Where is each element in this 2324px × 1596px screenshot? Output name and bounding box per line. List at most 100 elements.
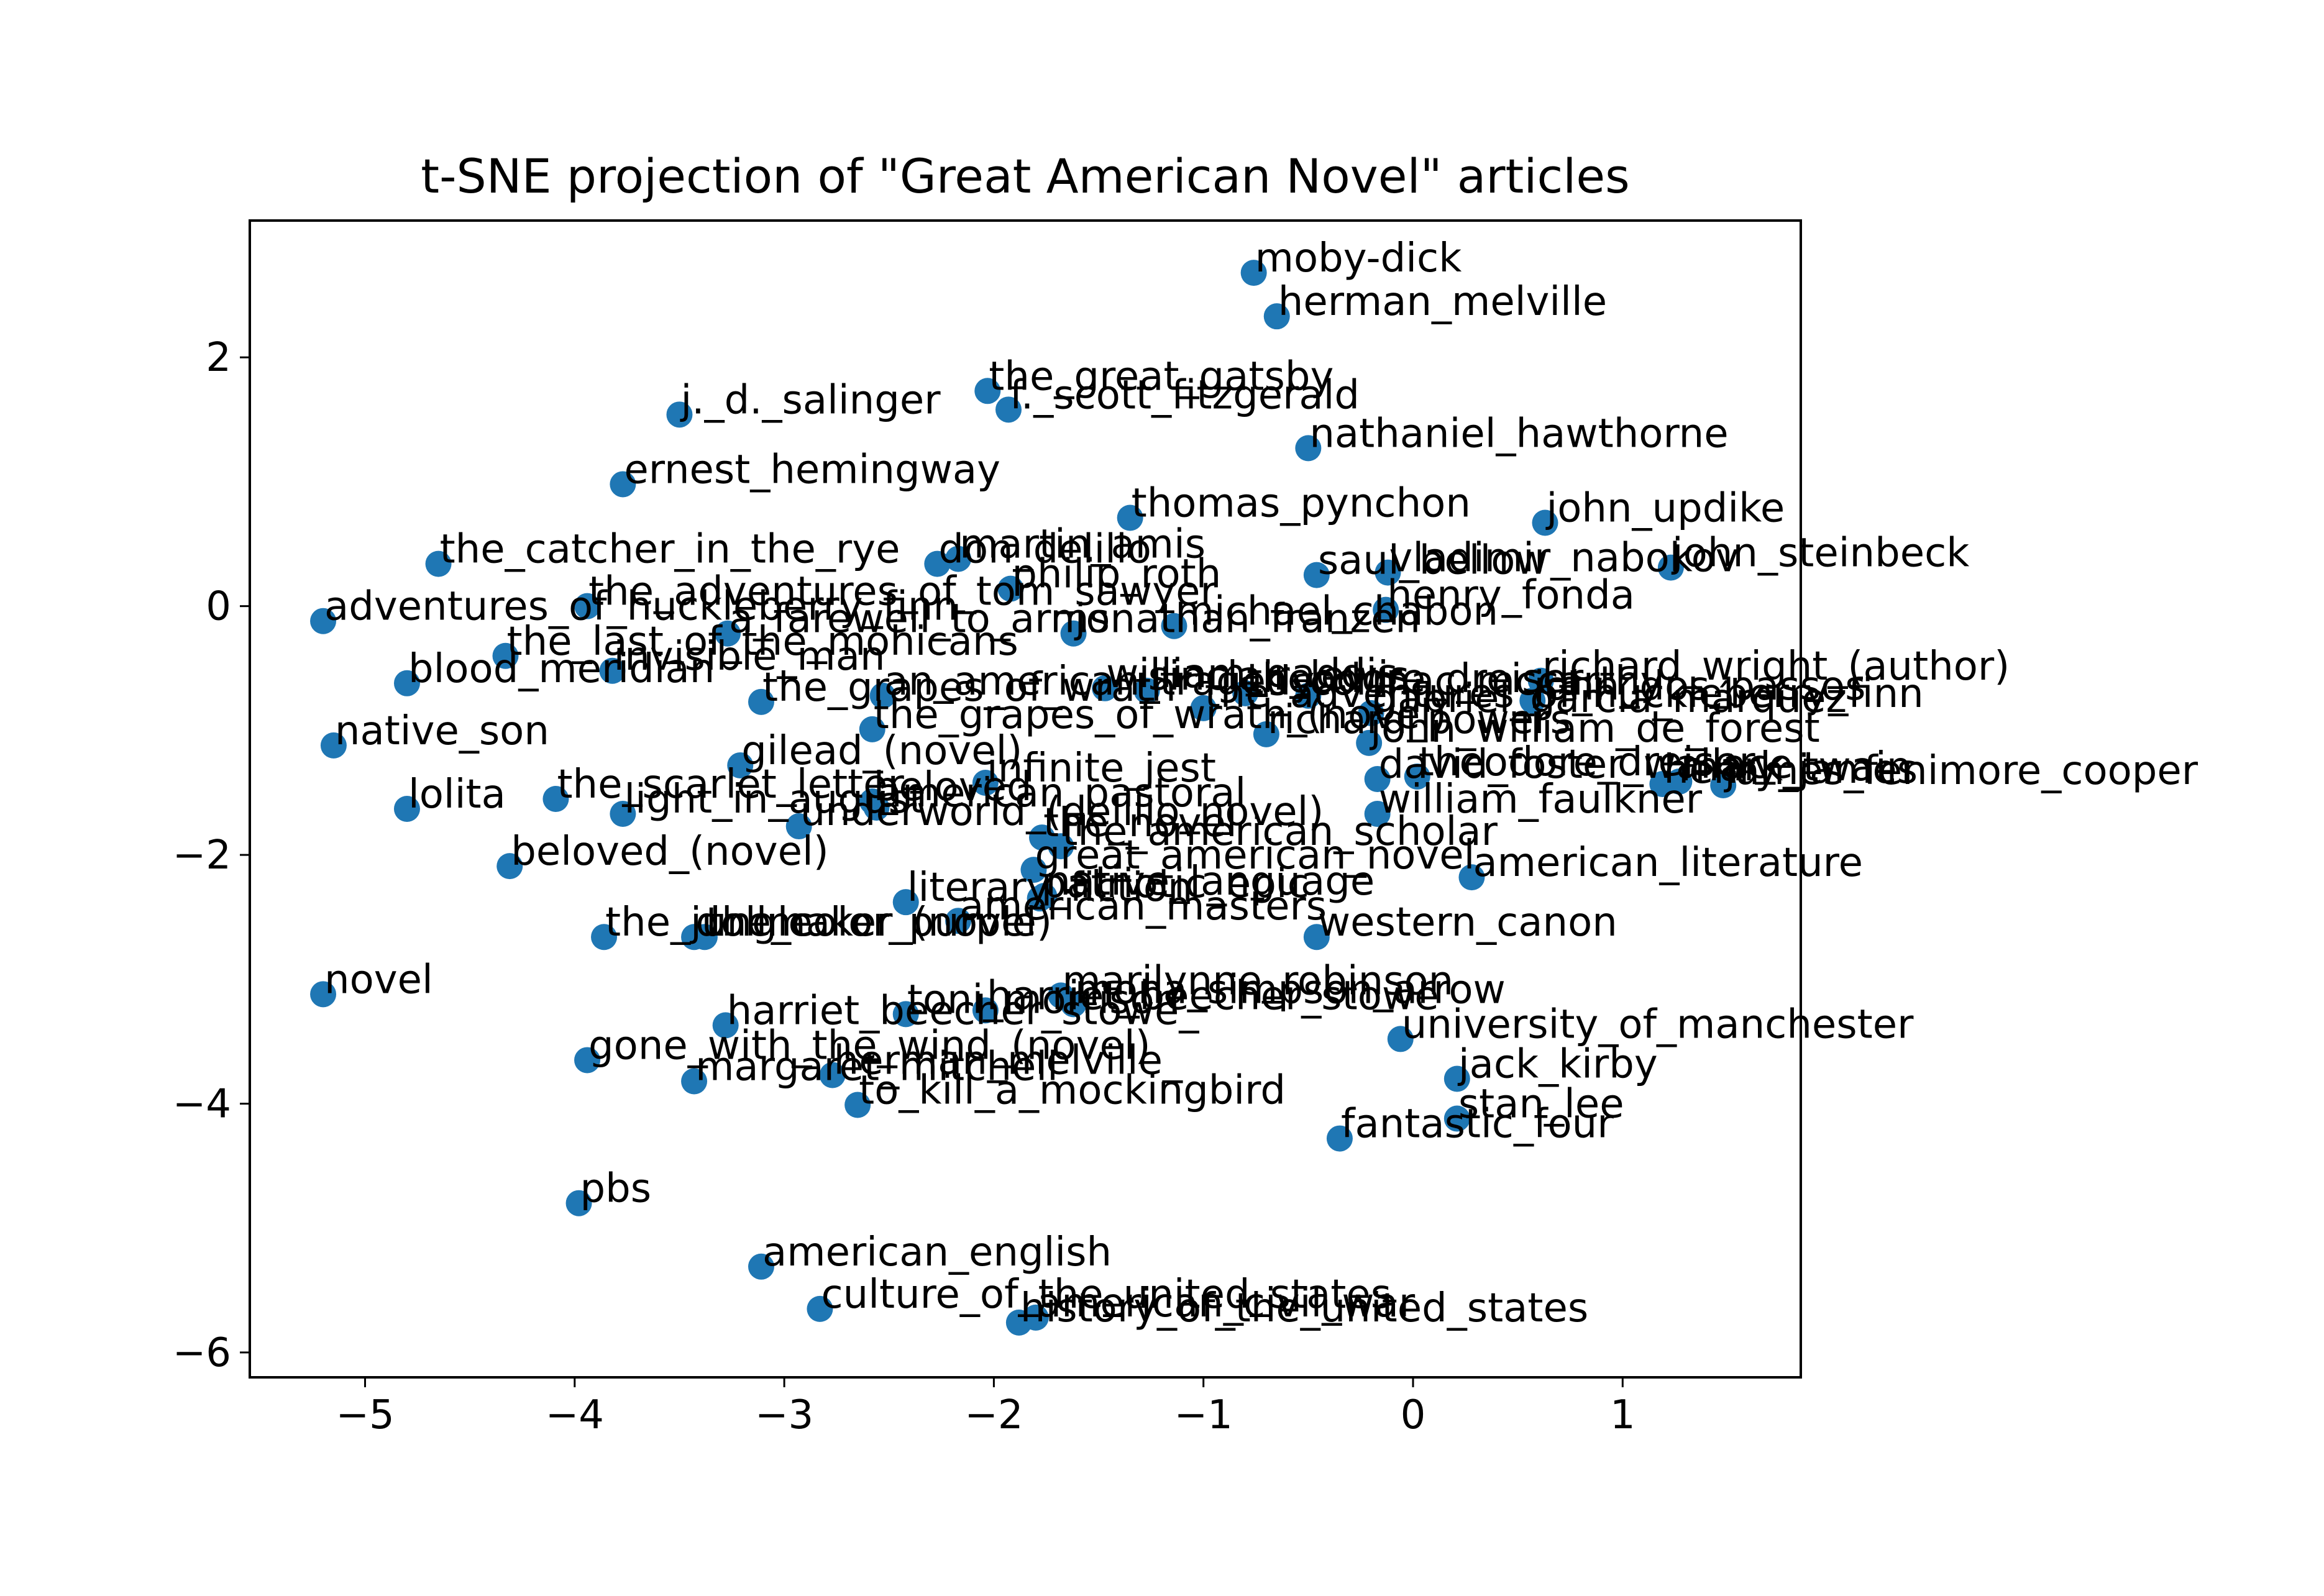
x-tick-label: −4 (546, 1392, 604, 1438)
point-label: sinclair_lewis (1148, 654, 1410, 700)
y-tick-label: −6 (173, 1330, 231, 1376)
point-label: the_catcher_in_the_rye (440, 527, 900, 573)
point-label: john_dos_passos (1532, 663, 1865, 709)
point-label: vladimir_nabokov (1389, 536, 1739, 581)
point-label: jonathan_franzen (1074, 596, 1420, 642)
point-label: cormac_mccarthy (1309, 659, 1663, 705)
point-label: harriet_beecher_stowe_ (727, 988, 1200, 1034)
data-point (599, 657, 626, 684)
data-point (425, 550, 452, 577)
x-tick-label: −3 (755, 1392, 813, 1438)
point-label: american_literature (1473, 840, 1863, 886)
data-point (1005, 1309, 1032, 1336)
point-label: john_william_de_forest (1369, 706, 1820, 752)
point-label: an_american_tragedy (884, 659, 1315, 705)
data-point (1364, 801, 1391, 828)
data-point (819, 1062, 846, 1088)
data-point (1443, 1105, 1470, 1132)
point-label: underworld_(delillo_novel) (800, 789, 1324, 835)
x-tick-label: −1 (1174, 1392, 1233, 1438)
point-label: ernest_hemingway (624, 447, 1000, 493)
data-point (1295, 682, 1322, 709)
data-point (859, 716, 885, 742)
data-point (310, 608, 337, 634)
data-point (320, 732, 347, 759)
data-point (492, 642, 519, 669)
point-label: gilead_(novel) (741, 728, 1022, 774)
point-label: saul_bellow (1318, 538, 1548, 584)
data-point (1020, 857, 1047, 883)
data-point (565, 1190, 592, 1216)
point-label: literary_fiction (907, 865, 1193, 911)
point-label: mona_simpson_arrow (1075, 967, 1506, 1013)
plot-frame (249, 219, 1802, 1379)
point-label: american_masters (959, 883, 1327, 929)
data-point (972, 769, 999, 796)
data-point (1253, 721, 1279, 747)
data-point (1356, 729, 1383, 756)
y-tick-label: 2 (206, 335, 231, 381)
point-label: the_american_scholar (1062, 809, 1498, 855)
data-point (1161, 613, 1187, 639)
point-label: theodore_dreiser (1247, 656, 1584, 702)
x-tick-label: −2 (964, 1392, 1023, 1438)
data-point (393, 670, 420, 696)
y-tick-label: −4 (173, 1082, 231, 1128)
data-point (807, 1295, 833, 1322)
point-label: henry_fonda (1387, 573, 1635, 619)
data-point (1458, 864, 1485, 891)
data-point (1232, 680, 1259, 706)
point-label: william_faulkner (1379, 777, 1703, 823)
data-point (1295, 435, 1322, 462)
data-point (1031, 883, 1058, 910)
point-label: mark_twain (1680, 744, 1911, 790)
point-label: michael_chabon (1175, 589, 1498, 635)
data-point (1092, 675, 1119, 701)
data-point (610, 801, 636, 828)
axis-layer: −5 −4 −3 −2 −1 0 1 −6 −4 −2 0 2 (173, 335, 1635, 1438)
data-point (591, 924, 618, 951)
point-label: native_son (335, 708, 549, 754)
data-point (574, 1047, 601, 1074)
data-point (748, 688, 775, 715)
data-point (1060, 991, 1087, 1018)
point-label: gone_with_the_wind_(novel) (588, 1023, 1151, 1069)
data-point (1387, 1026, 1414, 1052)
point-label: beloved_(novel) (511, 829, 829, 875)
data-point (869, 682, 896, 709)
x-tick-label: 1 (1610, 1392, 1635, 1438)
point-label: martin_amis (959, 522, 1205, 568)
data-point (1657, 554, 1684, 581)
point-label: richard_powers (1268, 697, 1571, 743)
data-point (1358, 700, 1384, 726)
data-point (1263, 303, 1290, 330)
data-point (666, 401, 693, 428)
point-label: herman_melville (1278, 279, 1607, 325)
data-point (727, 752, 754, 778)
point-label: william_gaddis (1106, 651, 1398, 697)
data-point (1364, 765, 1391, 792)
data-point (1373, 596, 1399, 623)
data-point (1240, 260, 1267, 286)
point-label: novel (324, 957, 433, 1003)
data-point (393, 796, 420, 823)
point-label: moby-dick (1255, 235, 1462, 281)
data-point (542, 786, 569, 812)
y-tick-label: 0 (206, 584, 231, 630)
data-point (681, 1068, 708, 1095)
point-label: beloved (874, 764, 1032, 810)
data-point (945, 545, 972, 572)
data-point (1303, 562, 1330, 588)
point-label: pbs (580, 1166, 652, 1212)
data-point (1326, 1125, 1353, 1152)
point-label: the_grapes_of_wrath_(novel) (874, 692, 1447, 738)
point-label: david_foster_wallace (1379, 742, 1793, 788)
point-label: a_farewell_to_arms (729, 596, 1110, 642)
point-label: theodore_dreiser_ (1419, 739, 1776, 785)
point-label: the_adventures_of_huckleberry_finn (1205, 671, 1924, 717)
point-label: j._d._salinger (679, 377, 941, 423)
data-point (972, 997, 999, 1024)
point-label: the_jungle (605, 900, 813, 946)
point-label: margaret_mitchell (695, 1044, 1058, 1090)
point-label: history_of_the_united_states (1020, 1285, 1588, 1331)
